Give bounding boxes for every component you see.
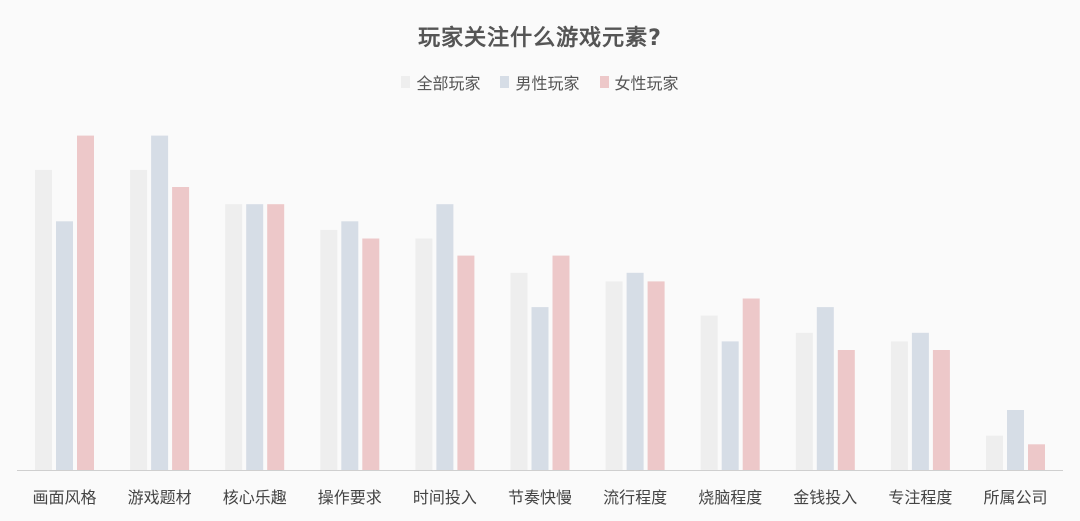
x-tick-label: 流行程度 [603,488,667,507]
bar-专注程度-女性玩家 [932,350,950,470]
legend-swatch-all-players [401,76,411,88]
bar-所属公司-女性玩家 [1028,444,1045,470]
x-tick-label: 烧脑程度 [698,488,762,507]
bar-金钱投入-男性玩家 [816,307,834,470]
bar-核心乐趣-全部玩家 [225,204,243,470]
bar-操作要求-男性玩家 [341,221,359,470]
bar-画面风格-男性玩家 [56,221,73,470]
legend-item-all-players: 全部玩家 [401,70,480,94]
legend-label-male-players: 男性玩家 [515,74,580,93]
legend-label-all-players: 全部玩家 [416,74,481,93]
bar-烧脑程度-男性玩家 [721,341,739,470]
legend-swatch-male-players [500,76,510,88]
bar-时间投入-男性玩家 [436,204,454,470]
legend-item-female-players: 女性玩家 [599,70,679,94]
x-tick-label: 核心乐趣 [223,488,287,507]
bar-画面风格-全部玩家 [35,169,52,470]
bar-所属公司-全部玩家 [986,435,1003,470]
x-tick-label: 操作要求 [318,488,382,507]
bar-流行程度-全部玩家 [605,281,623,470]
x-tick-label: 游戏题材 [128,488,192,507]
bar-节奏快慢-女性玩家 [552,255,570,470]
x-tick-label: 画面风格 [32,488,96,507]
bar-流行程度-男性玩家 [626,272,644,470]
bar-所属公司-男性玩家 [1007,410,1024,470]
x-tick-label: 金钱投入 [793,488,857,507]
bar-专注程度-全部玩家 [890,341,908,470]
bar-时间投入-女性玩家 [457,255,475,470]
x-tick-label: 所属公司 [983,488,1047,507]
bar-烧脑程度-女性玩家 [742,298,760,470]
bar-金钱投入-女性玩家 [837,350,855,470]
x-tick-label: 专注程度 [888,488,952,507]
bar-操作要求-女性玩家 [362,238,380,470]
bar-游戏题材-全部玩家 [130,169,148,470]
bar-核心乐趣-男性玩家 [246,204,264,470]
bar-流行程度-女性玩家 [647,281,665,470]
bar-节奏快慢-男性玩家 [531,307,549,470]
bar-核心乐趣-女性玩家 [267,204,285,470]
bar-操作要求-全部玩家 [320,229,338,470]
legend: 全部玩家 男性玩家 女性玩家 [0,70,1080,94]
bar-画面风格-女性玩家 [77,135,94,470]
bar-游戏题材-男性玩家 [151,135,169,470]
bar-时间投入-全部玩家 [415,238,433,470]
legend-swatch-female-players [599,76,609,88]
chart-title: 玩家关注什么游戏元素? [418,26,662,51]
bar-游戏题材-女性玩家 [172,187,190,470]
bar-烧脑程度-全部玩家 [700,315,718,470]
bar-节奏快慢-全部玩家 [510,272,528,470]
bar-金钱投入-全部玩家 [795,332,813,470]
bar-专注程度-男性玩家 [911,332,929,470]
x-tick-label: 时间投入 [413,488,477,507]
legend-label-female-players: 女性玩家 [614,74,679,93]
legend-item-male-players: 男性玩家 [500,70,580,94]
x-tick-label: 节奏快慢 [508,488,572,507]
